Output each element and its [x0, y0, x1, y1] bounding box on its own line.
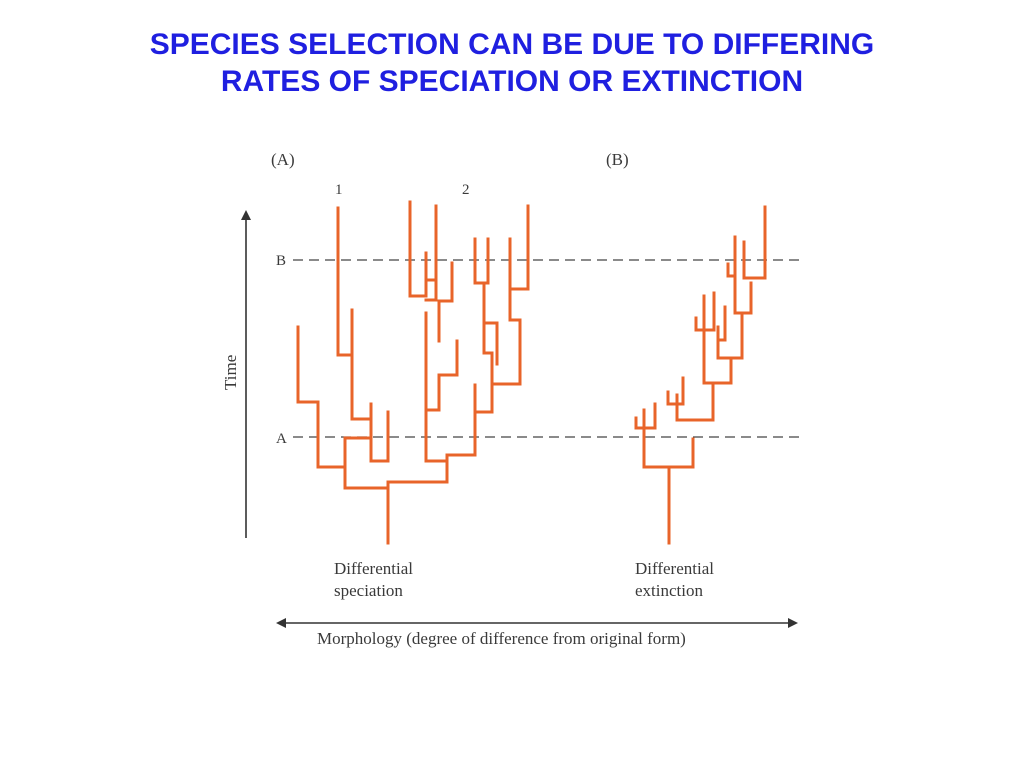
- time-axis-label: Time: [221, 355, 240, 390]
- level-b-label: B: [276, 253, 286, 269]
- panel-b-tree: [634, 205, 767, 545]
- tree-a-clade-3: [473, 204, 530, 457]
- title-line-2: RATES OF SPECIATION OR EXTINCTION: [220, 65, 804, 98]
- morphology-axis-label: Morphology (degree of difference from or…: [317, 629, 686, 648]
- title-line-1: SPECIES SELECTION CAN BE DUE TO DIFFERIN…: [149, 28, 875, 61]
- tree-a-clade-2: [408, 200, 477, 484]
- caption-a-line-2: speciation: [334, 581, 403, 600]
- panel-a-label: (A): [271, 150, 295, 169]
- slide-title: SPECIES SELECTION CAN BE DUE TO DIFFERIN…: [0, 26, 1024, 100]
- caption-b-line-2: extinction: [635, 581, 703, 600]
- caption-a-line-1: Differential: [334, 559, 413, 578]
- tree-b-lineage: [666, 205, 767, 422]
- caption-b-line-1: Differential: [635, 559, 714, 578]
- panel-a-tree: [296, 200, 530, 545]
- tree-b-root: [634, 402, 695, 545]
- lineage-1-label: 1: [335, 182, 343, 198]
- lineage-2-label: 2: [462, 182, 470, 198]
- tree-a-clade-1: [296, 206, 390, 490]
- panel-b-label: (B): [606, 150, 629, 169]
- level-a-label: A: [276, 431, 287, 447]
- tree-a-root: [343, 480, 449, 545]
